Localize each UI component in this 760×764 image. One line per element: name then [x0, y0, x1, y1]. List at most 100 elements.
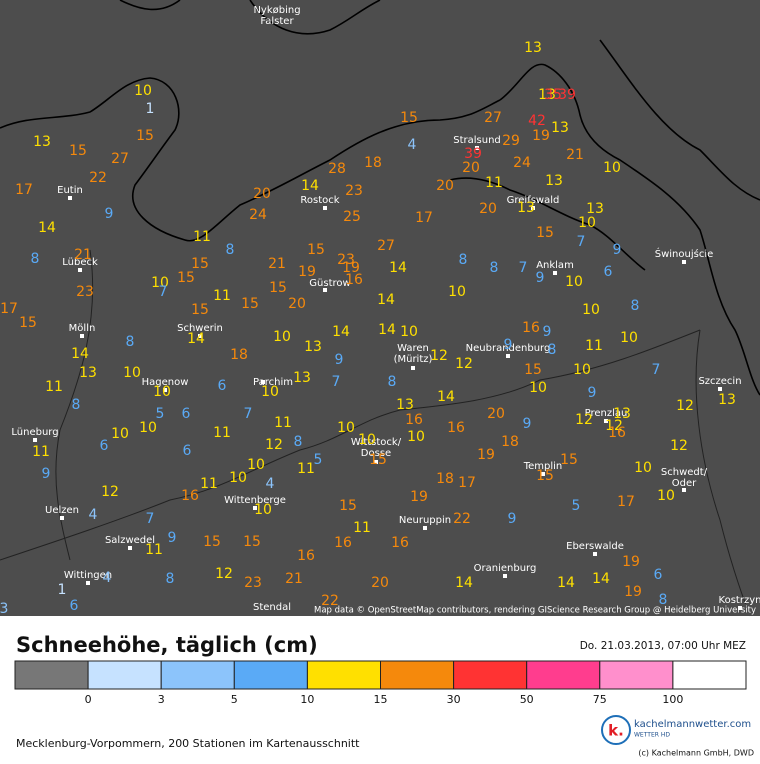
station-value: 20 [436, 178, 454, 194]
map-background [0, 0, 760, 616]
place-marker [718, 387, 722, 391]
station-value: 6 [218, 378, 227, 394]
place-marker [374, 460, 378, 464]
station-value: 16 [405, 412, 423, 428]
station-value: 22 [89, 170, 107, 186]
station-value: 8 [490, 260, 499, 276]
place-marker [475, 146, 479, 150]
station-value: 10 [273, 329, 291, 345]
station-value: 23 [244, 575, 262, 591]
place-label: Wittenberge [224, 495, 286, 506]
station-value: 11 [585, 338, 603, 354]
station-value: 13 [586, 201, 604, 217]
station-value: 13 [517, 200, 535, 216]
station-value: 15 [191, 256, 209, 272]
station-value: 17 [0, 301, 18, 317]
station-value: 14 [71, 346, 89, 362]
station-value: 8 [631, 298, 640, 314]
brand: kachelmannwetter.com [634, 719, 751, 730]
station-value: 16 [345, 272, 363, 288]
station-value: 14 [592, 571, 610, 587]
legend-swatch [380, 660, 455, 690]
station-value: 18 [364, 155, 382, 171]
station-value: 23 [345, 183, 363, 199]
station-value: 5 [156, 406, 165, 422]
station-value: 8 [548, 342, 557, 358]
station-value: 11 [145, 542, 163, 558]
station-value: 11 [200, 476, 218, 492]
legend-swatch [599, 660, 674, 690]
station-value: 21 [566, 147, 584, 163]
place-marker [423, 526, 427, 530]
station-value: 10 [337, 420, 355, 436]
legend-swatch [14, 660, 89, 690]
station-value: 11 [213, 288, 231, 304]
station-value: 16 [334, 535, 352, 551]
station-value: 28 [328, 161, 346, 177]
station-value: 4 [89, 507, 98, 523]
station-value: 12 [101, 484, 119, 500]
station-value: 39 [464, 146, 482, 162]
station-value: 7 [652, 362, 661, 378]
place-label: Dosse [361, 448, 391, 459]
station-value: 11 [485, 175, 503, 191]
place-label: Prenzlau [585, 408, 628, 419]
station-value: 20 [253, 186, 271, 202]
station-value: 10 [573, 362, 591, 378]
station-value: 25 [343, 209, 361, 225]
place-marker [68, 196, 72, 200]
place-marker [682, 488, 686, 492]
place-marker [78, 268, 82, 272]
station-value: 8 [166, 571, 175, 587]
station-value: 7 [519, 260, 528, 276]
station-value: 21 [74, 247, 92, 263]
station-value: 19 [532, 128, 550, 144]
legend-tick-label: 75 [593, 693, 607, 706]
legend-title: Schneehöhe, täglich (cm) [16, 633, 318, 657]
station-value: 22 [321, 593, 339, 609]
station-value: 15 [560, 452, 578, 468]
station-value: 10 [603, 160, 621, 176]
place-label: Schwerin [177, 323, 223, 334]
station-value: 12 [575, 412, 593, 428]
place-marker [738, 606, 742, 610]
place-label: Anklam [536, 260, 574, 271]
station-value: 10 [634, 460, 652, 476]
place-label: Uelzen [45, 505, 79, 516]
station-value: 9 [543, 324, 552, 340]
place-marker [198, 334, 202, 338]
legend-swatch [306, 660, 381, 690]
station-value: 7 [159, 284, 168, 300]
station-value: 15 [269, 280, 287, 296]
station-value: 27 [484, 110, 502, 126]
station-value: 9 [42, 466, 51, 482]
station-value: 17 [15, 182, 33, 198]
station-value: 11 [45, 379, 63, 395]
station-value: 9 [105, 206, 114, 222]
coastline [0, 0, 760, 396]
station-value: 19 [624, 584, 642, 600]
station-value: 10 [151, 275, 169, 291]
station-value: 27 [377, 238, 395, 254]
station-value: 6 [604, 264, 613, 280]
legend-swatch [672, 660, 747, 690]
station-value: 9 [536, 270, 545, 286]
station-value: 5 [572, 498, 581, 514]
place-marker [253, 506, 257, 510]
station-value: 14 [437, 389, 455, 405]
station-value: 3 [0, 601, 8, 617]
station-value: 10 [229, 470, 247, 486]
station-value: 15 [369, 452, 387, 468]
place-marker [531, 206, 535, 210]
station-value: 7 [244, 406, 253, 422]
place-label: Hagenow [142, 377, 189, 388]
station-value: 19 [298, 264, 316, 280]
place-label: (Müritz) [394, 354, 433, 365]
station-value: 9 [168, 530, 177, 546]
place-label: Rostock [300, 195, 339, 206]
place-marker [593, 552, 597, 556]
station-value: 7 [332, 374, 341, 390]
station-value: 15 [69, 143, 87, 159]
station-value: 12 [430, 348, 448, 364]
